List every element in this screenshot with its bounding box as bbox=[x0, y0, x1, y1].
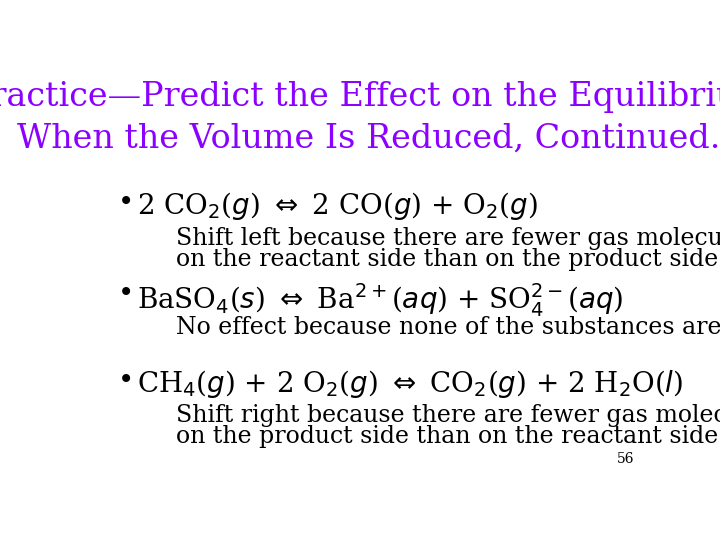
Text: BaSO$_4$($s$) $\Leftrightarrow$ Ba$^{2+}$($aq$) + SO$_4^{2-}$($aq$): BaSO$_4$($s$) $\Leftrightarrow$ Ba$^{2+}… bbox=[138, 281, 624, 319]
Text: Shift left because there are fewer gas molecules: Shift left because there are fewer gas m… bbox=[176, 227, 720, 250]
Text: on the product side than on the reactant side.: on the product side than on the reactant… bbox=[176, 426, 720, 448]
Text: •: • bbox=[118, 190, 134, 217]
Text: Practice—Predict the Effect on the Equilibrium: Practice—Predict the Effect on the Equil… bbox=[0, 82, 720, 113]
Text: When the Volume Is Reduced, Continued.: When the Volume Is Reduced, Continued. bbox=[17, 123, 720, 155]
Text: •: • bbox=[118, 368, 134, 395]
Text: 2 CO$_2$($g$) $\Leftrightarrow$ 2 CO($g$) + O$_2$($g$): 2 CO$_2$($g$) $\Leftrightarrow$ 2 CO($g$… bbox=[138, 190, 538, 221]
Text: CH$_4$($g$) + 2 O$_2$($g$) $\Leftrightarrow$ CO$_2$($g$) + 2 H$_2$O($l$): CH$_4$($g$) + 2 O$_2$($g$) $\Leftrightar… bbox=[138, 368, 684, 400]
Text: No effect because none of the substances are gases.: No effect because none of the substances… bbox=[176, 316, 720, 339]
Text: 56: 56 bbox=[616, 452, 634, 466]
Text: Shift right because there are fewer gas molecules: Shift right because there are fewer gas … bbox=[176, 404, 720, 427]
Text: on the reactant side than on the product side.: on the reactant side than on the product… bbox=[176, 248, 720, 271]
Text: •: • bbox=[118, 281, 134, 308]
